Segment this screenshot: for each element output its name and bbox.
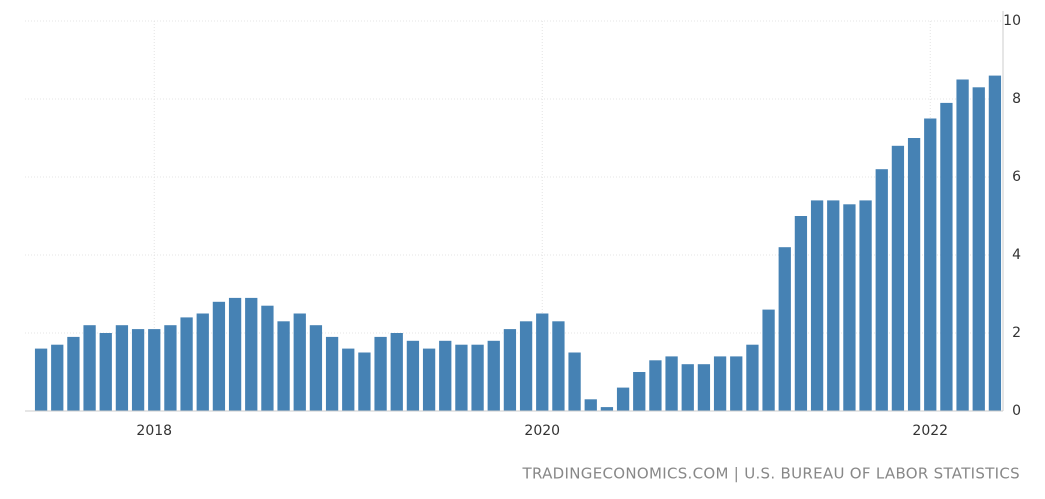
bar (633, 372, 646, 411)
bar (245, 297, 258, 411)
bar (956, 79, 969, 411)
bar (794, 216, 808, 411)
bar (730, 356, 743, 411)
bar (584, 399, 597, 411)
bar (827, 200, 840, 411)
bar (67, 336, 80, 411)
x-tick-label: 2020 (524, 423, 560, 439)
y-tick-label: 6 (1012, 169, 1021, 185)
bar (713, 356, 727, 411)
bar (859, 200, 872, 411)
source: TRADINGECONOMICS.COM | U.S. BUREAU OF LA… (522, 465, 1020, 483)
bar (665, 356, 678, 411)
bar (115, 325, 129, 411)
bar (600, 407, 614, 411)
bar (342, 348, 355, 411)
bar (924, 118, 937, 411)
y-tick-label: 10 (1003, 13, 1021, 29)
bar (358, 352, 371, 411)
bar (681, 364, 694, 411)
bar (471, 344, 484, 411)
bar (503, 329, 517, 411)
bar (616, 387, 630, 411)
bar (439, 340, 452, 411)
bar (196, 313, 209, 411)
bar (293, 313, 306, 411)
bar (228, 297, 242, 411)
bar (422, 348, 436, 411)
bar (762, 309, 775, 411)
bar (536, 313, 549, 411)
bar (131, 329, 145, 411)
bar (972, 87, 985, 412)
bar (374, 336, 387, 411)
bar (83, 325, 96, 411)
bar (810, 200, 824, 411)
bar (552, 321, 565, 411)
bar (34, 348, 48, 411)
bar (390, 333, 403, 411)
x-tick-label: 2022 (912, 423, 948, 439)
y-tick-label: 4 (1012, 247, 1021, 263)
bar (519, 321, 533, 411)
bar (568, 352, 581, 411)
bar (487, 340, 500, 411)
bar (940, 102, 953, 412)
bar (309, 325, 323, 411)
y-tick-label: 0 (1012, 403, 1021, 419)
bar (843, 204, 856, 411)
bar (99, 333, 112, 411)
y-tick-label: 8 (1012, 91, 1021, 107)
bar (875, 169, 888, 411)
bar (261, 305, 274, 411)
bar (51, 344, 64, 411)
bar (778, 247, 791, 411)
bar (746, 344, 759, 411)
bar (907, 138, 921, 411)
x-tick-label: 2018 (136, 423, 172, 439)
y-tick-label: 2 (1012, 325, 1021, 341)
bar (180, 317, 193, 411)
bar (697, 364, 711, 411)
bar (164, 325, 177, 411)
bar (406, 340, 420, 411)
bar (649, 360, 662, 411)
bar (148, 329, 161, 411)
bar (212, 301, 226, 411)
bar (988, 75, 1002, 411)
bar (891, 145, 905, 412)
bar (455, 344, 468, 411)
bar (325, 336, 339, 411)
bar (277, 321, 290, 411)
